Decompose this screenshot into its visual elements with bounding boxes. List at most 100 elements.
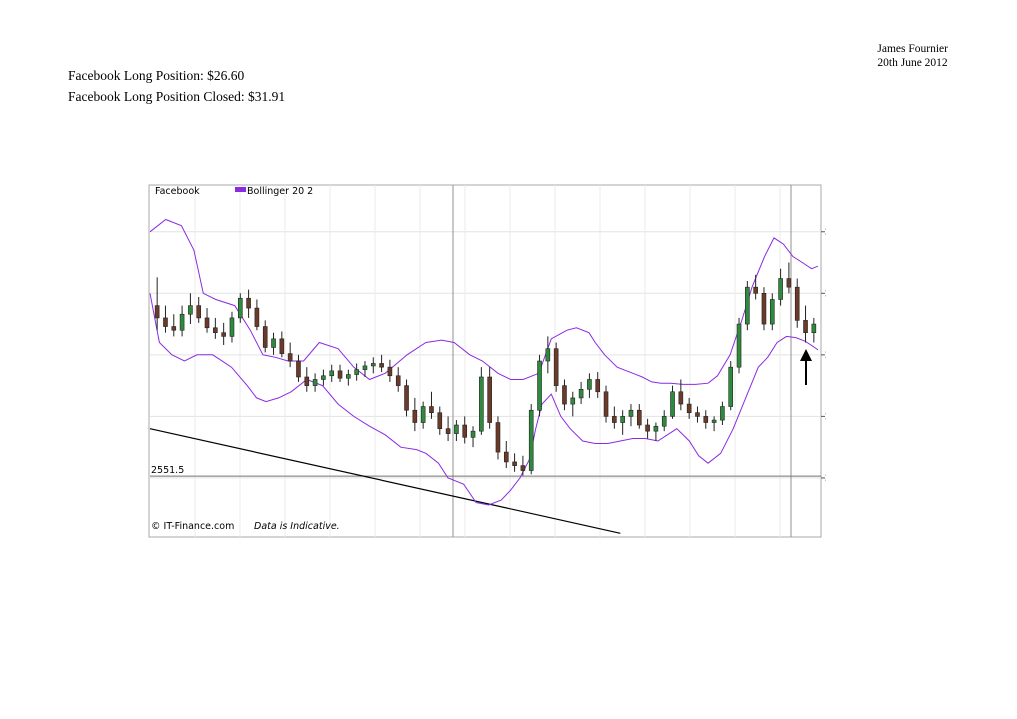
candle-body [520, 465, 526, 471]
candle [279, 331, 285, 358]
candle [670, 385, 675, 419]
candle-body [171, 326, 177, 331]
candle [811, 317, 817, 343]
candle-body [237, 297, 243, 319]
candle-body [678, 391, 684, 405]
candle [495, 416, 501, 460]
candle [678, 379, 684, 411]
candle [287, 342, 293, 368]
candle [695, 406, 700, 423]
candle [545, 336, 551, 374]
candle [620, 410, 625, 435]
candle-body [304, 376, 310, 386]
candle [454, 420, 459, 441]
y-tick-label: 2550 [825, 473, 826, 484]
y-axis: 2750 2700 2650 2600 2550 [821, 227, 826, 484]
candle-body [728, 366, 734, 407]
candle-body [279, 338, 285, 354]
y-tick-label: 2600 [825, 411, 826, 422]
candle-body [612, 416, 617, 423]
candle-body [387, 366, 393, 377]
candle [196, 297, 202, 323]
candle-body [437, 412, 443, 429]
candle [312, 373, 318, 392]
candle-body [711, 419, 717, 423]
document-date: 20th June 2012 [877, 57, 948, 69]
candle [370, 357, 376, 374]
candle-body [262, 326, 268, 348]
candle [720, 401, 725, 425]
candle-body [803, 320, 808, 333]
candle-body [595, 379, 601, 393]
candle-body [337, 370, 343, 379]
candle [603, 385, 609, 423]
candle-body [188, 305, 193, 315]
candle [503, 441, 509, 469]
candle-body [329, 370, 335, 377]
candle [404, 379, 409, 417]
candle-body [628, 409, 634, 417]
candle [636, 404, 642, 429]
candle-body [636, 409, 642, 426]
legend-swatch-bollinger [235, 187, 246, 192]
y-tick-label: 2650 [825, 350, 826, 361]
candle-body [794, 286, 800, 321]
candles-layer [154, 262, 817, 476]
candle-body [545, 348, 551, 362]
source-note: © IT-Finance.com [151, 521, 234, 532]
candle-body [769, 299, 775, 325]
candle-body [603, 391, 609, 417]
candle [653, 422, 659, 441]
candle [221, 322, 226, 345]
candle [528, 404, 534, 475]
candle-body [562, 385, 567, 405]
candle-body [213, 327, 218, 333]
candle-body [163, 317, 168, 327]
candle-body [429, 406, 434, 413]
candle [570, 391, 576, 417]
candle-body [786, 278, 792, 288]
candle-body [778, 278, 783, 300]
candle [703, 410, 709, 429]
candle [537, 354, 542, 417]
candle-body [395, 375, 401, 386]
candle [778, 268, 783, 306]
candle [745, 281, 750, 331]
candle [254, 299, 260, 331]
candle [420, 401, 426, 429]
candle [395, 367, 401, 392]
candle-body [811, 323, 817, 333]
candle-body [753, 286, 758, 294]
candle [628, 404, 634, 427]
candle [379, 354, 384, 373]
candle-body [179, 313, 185, 331]
candle-body [445, 428, 451, 434]
candle [321, 369, 326, 386]
candle-body [653, 425, 659, 432]
candle-body [528, 409, 534, 471]
long-position-closed: Facebook Long Position Closed: $31.91 [68, 89, 286, 104]
candle [470, 426, 476, 448]
candle [362, 361, 368, 377]
candle-body [229, 317, 235, 337]
candle [728, 361, 734, 411]
candle-body [254, 307, 260, 327]
candle-body [670, 391, 675, 417]
candle-body [470, 430, 476, 438]
y-tick-label: 2750 [825, 227, 826, 238]
data-disclaimer: Data is Indicative. [254, 521, 340, 532]
candle [412, 397, 418, 432]
candle [612, 406, 617, 429]
candle-body [512, 461, 517, 466]
candle-body [587, 379, 592, 390]
candle [462, 416, 468, 444]
candle [487, 367, 492, 429]
candle-body [204, 317, 210, 329]
candle [578, 381, 584, 405]
candle [562, 379, 567, 411]
candle [271, 332, 276, 355]
candle-body [321, 375, 326, 380]
candle [154, 277, 160, 331]
candle-body [537, 360, 542, 411]
chart-canvas: 2750 2700 2650 2600 2550 Facebook Bollinger … [148, 184, 826, 538]
